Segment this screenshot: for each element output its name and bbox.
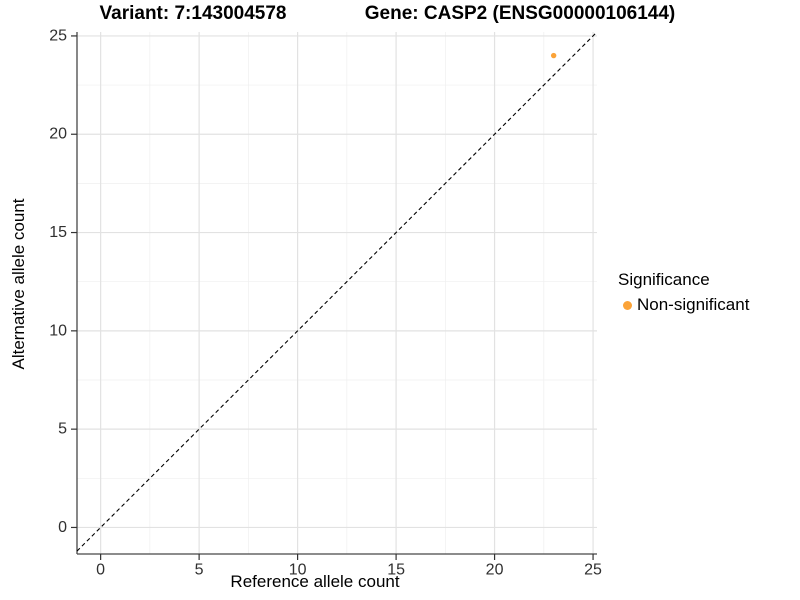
gene-title: Gene: CASP2 (ENSG00000106144) — [364, 3, 676, 24]
svg-text:10: 10 — [49, 322, 67, 339]
legend-point-swatch — [623, 300, 632, 310]
svg-text:0: 0 — [96, 561, 105, 578]
svg-text:5: 5 — [195, 561, 204, 578]
svg-text:0: 0 — [58, 519, 67, 536]
svg-text:20: 20 — [49, 126, 67, 143]
svg-text:5: 5 — [58, 421, 67, 438]
svg-text:25: 25 — [584, 561, 602, 578]
legend: Significance Non-significant — [616, 269, 749, 315]
y-axis-title: Alternative allele count — [9, 198, 28, 370]
legend-item: Non-significant — [616, 295, 749, 315]
x-axis-title: Reference allele count — [230, 572, 400, 591]
variant-title: Variant: 7:143004578 — [99, 3, 287, 24]
svg-text:10: 10 — [289, 561, 307, 578]
svg-text:20: 20 — [486, 561, 504, 578]
svg-text:15: 15 — [387, 561, 405, 578]
legend-title: Significance — [618, 270, 710, 289]
legend-item-label: Non-significant — [637, 295, 750, 314]
svg-text:15: 15 — [49, 224, 67, 241]
svg-text:25: 25 — [49, 27, 67, 44]
